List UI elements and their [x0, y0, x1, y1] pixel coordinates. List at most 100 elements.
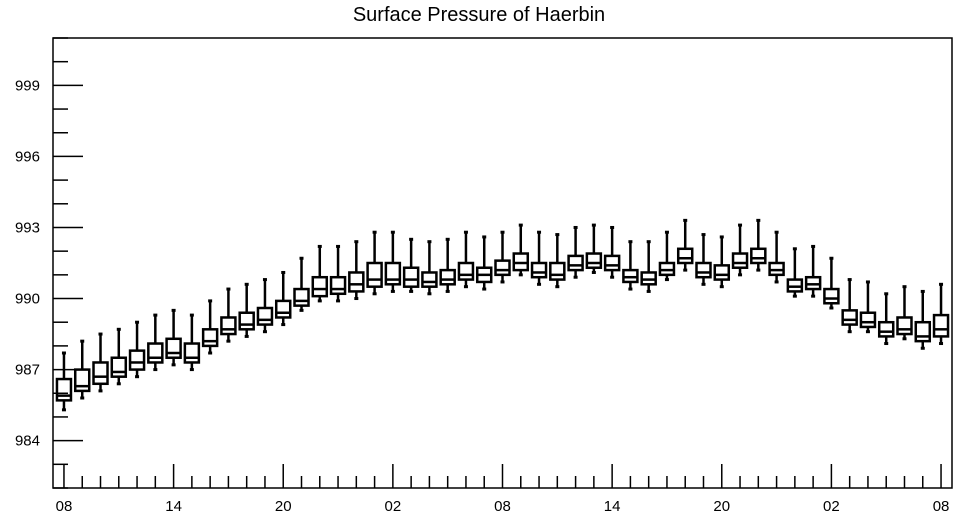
box-plot: [494, 230, 511, 284]
box-plot: [475, 235, 493, 291]
box-iqr: [713, 264, 731, 281]
box-plot: [695, 233, 712, 286]
box-plot: [585, 223, 603, 274]
box-iqr: [603, 254, 621, 272]
box-plot: [896, 285, 913, 341]
x-tick-label: 08: [494, 498, 511, 515]
x-tick-label: 14: [165, 498, 182, 515]
box-plot: [256, 278, 274, 334]
box-plot: [220, 287, 237, 343]
box-iqr: [841, 309, 858, 326]
x-tick-label: 02: [385, 498, 402, 515]
box-iqr: [676, 247, 694, 265]
box-plot: [549, 233, 566, 289]
box-iqr: [914, 320, 932, 343]
box-iqr: [859, 311, 877, 329]
box-iqr: [256, 306, 274, 326]
box-plot: [110, 327, 128, 386]
box-plot: [768, 230, 785, 284]
x-tick-label: 08: [933, 498, 950, 515]
box-plot: [786, 247, 804, 298]
box-plot: [530, 230, 548, 286]
box-iqr: [695, 261, 712, 279]
box-iqr: [274, 299, 292, 319]
y-tick-label: 987: [15, 362, 40, 379]
box-plot: [384, 230, 402, 293]
box-plot: [439, 237, 456, 293]
box-plot: [92, 332, 109, 393]
box-iqr: [92, 361, 109, 386]
box-plot: [238, 282, 255, 338]
box-plot: [366, 230, 383, 296]
box-iqr: [183, 342, 201, 364]
box-plot: [877, 292, 895, 346]
box-plot: [55, 351, 73, 412]
box-plot: [329, 244, 347, 303]
box-plot: [713, 235, 731, 289]
box-plot: [421, 240, 438, 296]
box-plot: [311, 244, 329, 303]
box-iqr: [530, 261, 548, 279]
box-plot: [567, 225, 584, 279]
box-plot: [859, 280, 877, 334]
box-iqr: [110, 356, 128, 378]
x-tick-label: 20: [713, 498, 730, 515]
box-iqr: [402, 266, 420, 288]
box-iqr: [384, 261, 402, 286]
box-iqr: [128, 349, 146, 371]
y-tick-label: 984: [15, 433, 40, 450]
box-iqr: [220, 316, 237, 336]
box-plot: [183, 313, 201, 372]
box-plot: [348, 240, 365, 301]
boxes-layer: [55, 218, 950, 412]
box-plot: [640, 240, 657, 293]
box-plot: [512, 223, 530, 277]
box-iqr: [55, 377, 73, 402]
box-plot: [147, 313, 164, 372]
y-tick-label: 990: [15, 291, 40, 308]
box-plot: [402, 237, 420, 293]
y-tick-label: 993: [15, 219, 40, 236]
box-iqr: [457, 261, 475, 281]
box-iqr: [311, 275, 329, 298]
box-iqr: [823, 287, 840, 305]
box-iqr: [293, 287, 310, 307]
box-plot: [731, 223, 749, 277]
box-iqr: [549, 261, 566, 281]
box-plot: [128, 320, 146, 379]
box-plot: [165, 308, 182, 367]
box-iqr: [932, 313, 950, 338]
box-plot: [603, 225, 621, 279]
box-plot: [73, 339, 91, 400]
box-plot: [914, 289, 932, 350]
box-plot: [622, 240, 639, 291]
box-plot: [676, 218, 694, 272]
box-iqr: [731, 252, 749, 269]
box-iqr: [494, 259, 511, 277]
box-iqr: [238, 311, 255, 331]
box-plot: [457, 230, 475, 289]
box-iqr: [896, 316, 913, 336]
box-plot: [201, 299, 219, 355]
x-tick-label: 20: [275, 498, 292, 515]
box-plot: [841, 278, 858, 334]
box-plot: [804, 244, 822, 298]
box-plot: [932, 282, 950, 346]
box-iqr: [585, 252, 603, 269]
y-tick-label: 999: [15, 77, 40, 94]
box-iqr: [348, 271, 365, 293]
box-iqr: [567, 254, 584, 272]
box-iqr: [73, 368, 91, 393]
x-tick-label: 02: [823, 498, 840, 515]
box-plot: [274, 270, 292, 327]
box-iqr: [421, 271, 438, 288]
box-iqr: [201, 328, 219, 348]
box-iqr: [877, 320, 895, 338]
box-iqr: [329, 275, 347, 296]
x-tick-label: 14: [604, 498, 621, 515]
box-iqr: [147, 342, 164, 364]
x-tick-label: 08: [56, 498, 73, 515]
axes-layer: 984 987 990 993 996 999 08 14 20 02 08 14 20 02 08: [15, 37, 953, 515]
